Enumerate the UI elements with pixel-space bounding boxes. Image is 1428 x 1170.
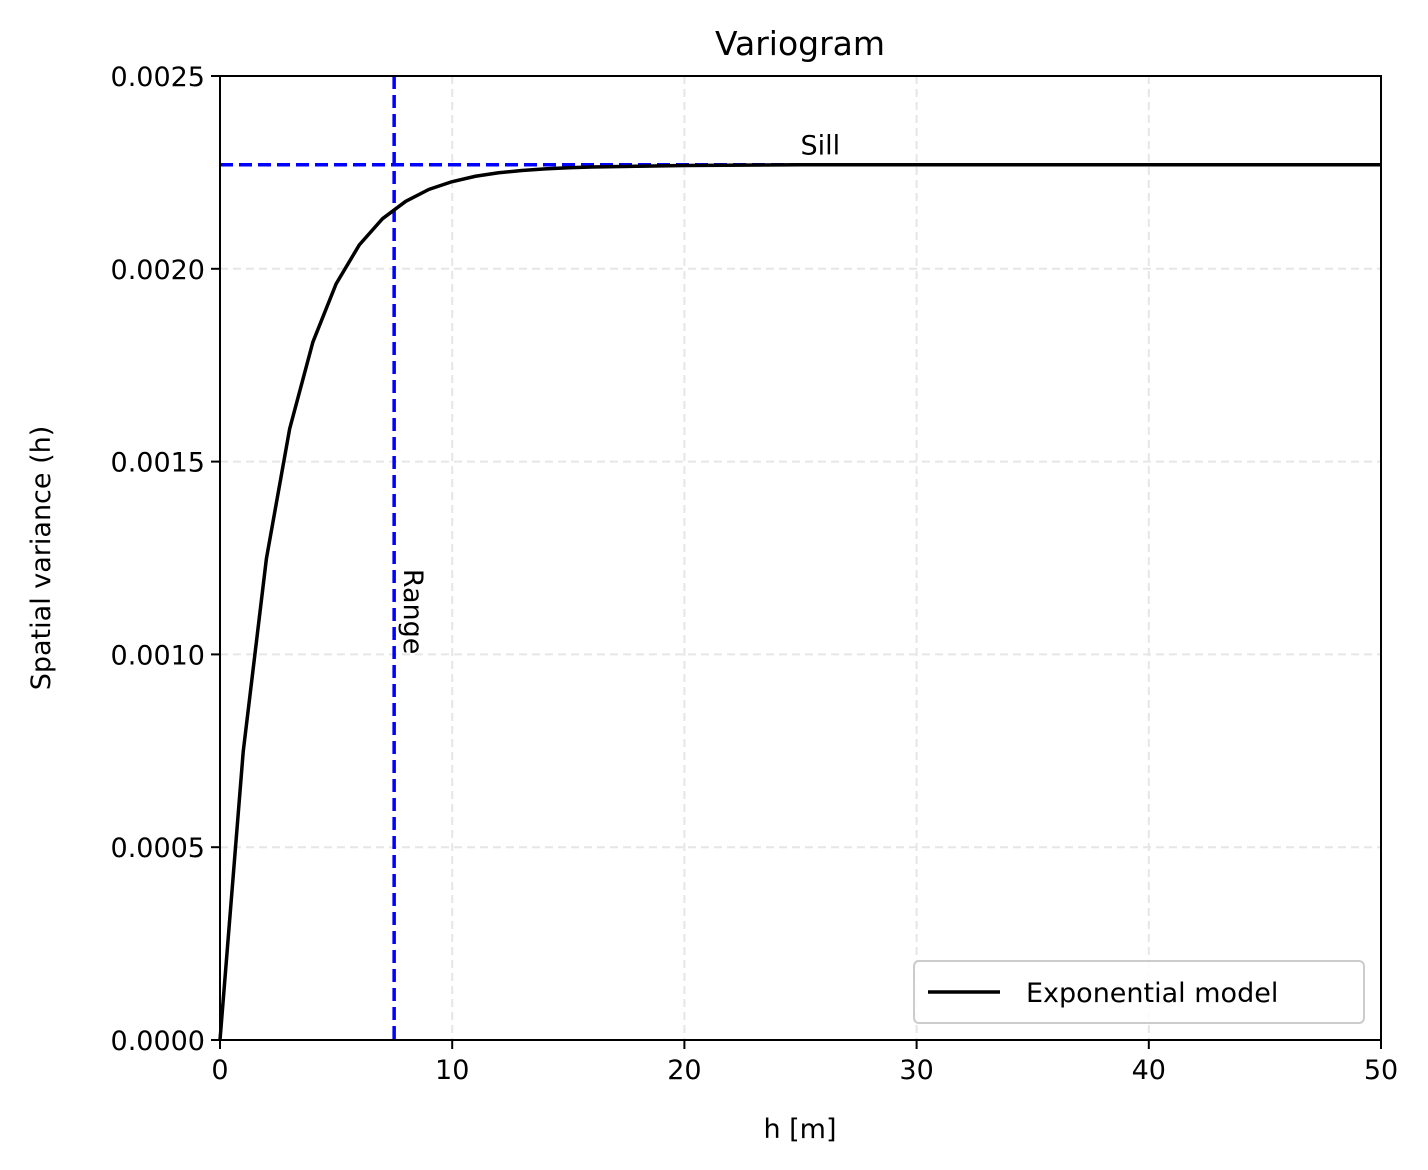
legend: Exponential model [913, 960, 1365, 1024]
series-layer [218, 162, 1381, 1041]
x-tick-label-0: 0 [211, 1055, 228, 1086]
chart-title: Variogram [715, 24, 885, 63]
x-tick-label-1: 10 [435, 1055, 469, 1086]
x-tick-label-4: 40 [1132, 1055, 1166, 1086]
axis-ticks: 0 10 20 30 40 50 0.0000 0.0005 0.0010 0.0015 0.002… [111, 62, 1399, 1086]
y-tick-label-0: 0.0000 [111, 1026, 205, 1057]
annotations: Sill Range [397, 131, 840, 655]
y-axis-title: Spatial variance (h) [26, 426, 57, 691]
y-tick-label-2: 0.0010 [111, 640, 205, 671]
range-label: Range [397, 569, 428, 655]
sill-label: Sill [801, 131, 841, 162]
y-tick-label-4: 0.0020 [111, 255, 205, 286]
legend-label-exponential-model: Exponential model [1026, 978, 1278, 1009]
series-line-exponential-model [218, 162, 1381, 1041]
x-tick-label-5: 50 [1364, 1055, 1398, 1086]
x-tick-label-2: 20 [667, 1055, 701, 1086]
y-tick-label-5: 0.0025 [111, 62, 205, 93]
plot-frame [219, 75, 1382, 1041]
legend-box [913, 960, 1365, 1024]
y-tick-label-1: 0.0005 [111, 833, 205, 864]
x-axis-title: h [m] [763, 1114, 836, 1145]
grid [220, 76, 1381, 1040]
y-tick-label-3: 0.0015 [111, 448, 205, 479]
x-tick-label-3: 30 [899, 1055, 933, 1086]
